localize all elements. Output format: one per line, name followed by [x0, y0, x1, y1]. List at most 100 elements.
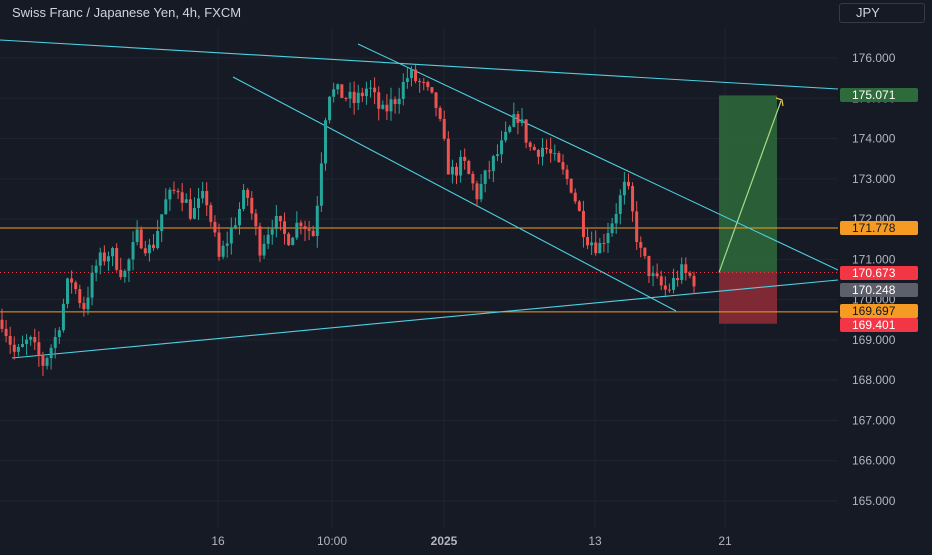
x-tick-label: 21 — [718, 534, 732, 548]
candle-body — [147, 244, 151, 254]
candle-body — [237, 208, 241, 226]
candle-body — [360, 92, 364, 97]
candle-body — [385, 104, 389, 112]
candle-body — [242, 189, 246, 209]
candle-body — [508, 126, 512, 132]
candle-body — [323, 120, 327, 164]
upper-level-price-tag — [840, 221, 918, 235]
candle-body — [152, 244, 156, 249]
candle-body — [455, 166, 459, 176]
x-tick-label: 10:00 — [317, 534, 347, 548]
candle-body — [446, 138, 450, 175]
candle-body — [475, 183, 479, 200]
candle-body — [635, 211, 639, 243]
candle-body — [102, 252, 106, 262]
candle-body — [344, 97, 348, 99]
stop-price-label: 169.401 — [852, 318, 896, 332]
candle-body — [221, 245, 225, 257]
candle-body — [659, 276, 663, 286]
candle-body — [270, 229, 274, 235]
candle-body — [295, 222, 299, 238]
candle-body — [315, 205, 319, 237]
candle-body — [516, 114, 520, 123]
candle-body — [41, 355, 45, 366]
candle-body — [438, 107, 442, 119]
grid — [0, 28, 838, 528]
candle-body — [643, 247, 647, 257]
channel-upper-trendline — [357, 43, 839, 271]
stop-price-tag — [840, 318, 918, 332]
candle-body — [569, 178, 573, 193]
candle-body — [622, 181, 626, 196]
candle-body — [168, 189, 172, 200]
candle-body — [25, 339, 29, 345]
candle-body — [590, 242, 594, 246]
current-price-price-tag — [840, 266, 918, 280]
candle-body — [663, 285, 667, 290]
candle-body — [160, 214, 164, 232]
candle-body — [37, 342, 41, 356]
candle-body — [131, 242, 135, 260]
candle-body — [90, 272, 94, 298]
y-tick-label: 166.000 — [852, 454, 896, 468]
candle-body — [78, 289, 82, 304]
candle-body — [618, 195, 622, 214]
candle-body — [192, 207, 196, 219]
y-tick-label: 171.000 — [852, 252, 896, 266]
candle-body — [201, 190, 205, 199]
currency-button[interactable]: JPY — [839, 3, 925, 23]
candle-body — [422, 81, 426, 83]
candle-body — [504, 131, 508, 141]
candle-body — [274, 215, 278, 230]
candle-body — [119, 269, 123, 278]
candle-body — [332, 89, 336, 97]
candle-body — [98, 252, 102, 266]
last-close-price-label: 170.248 — [852, 283, 896, 297]
candle-body — [172, 189, 176, 191]
position-zones — [718, 95, 784, 324]
horizontal-levels — [0, 227, 838, 313]
candle-body — [164, 199, 168, 215]
candle-body — [483, 170, 487, 184]
candle-body — [53, 337, 57, 348]
candle-body — [397, 98, 401, 105]
projection-arrow-head — [775, 97, 784, 107]
candle-body — [328, 96, 332, 121]
candle-body — [287, 233, 291, 246]
candle-body — [139, 229, 143, 249]
candle-body — [495, 154, 499, 157]
x-tick-label: 2025 — [431, 534, 458, 548]
candle-body — [545, 147, 549, 150]
candle-body — [549, 149, 553, 154]
candle-body — [434, 92, 438, 108]
upper-long-trendline — [0, 39, 839, 90]
candle-body — [463, 156, 467, 161]
candle-body — [471, 173, 475, 184]
candle-body — [352, 91, 356, 104]
candle-body — [602, 243, 606, 245]
candle-body — [586, 237, 590, 246]
candle-body — [672, 278, 676, 290]
last-close-price-tag — [840, 283, 918, 297]
candle-body — [16, 346, 20, 352]
candle-body — [250, 197, 254, 214]
candle-body — [381, 104, 385, 109]
trendlines — [0, 39, 839, 359]
candle-body — [393, 99, 397, 105]
candle-body — [115, 248, 119, 270]
candle-body — [106, 256, 110, 262]
candle-body — [377, 92, 381, 109]
candle-body — [524, 119, 528, 143]
x-tick-label: 13 — [588, 534, 602, 548]
rising-support-trendline — [11, 279, 839, 359]
y-tick-label: 173.000 — [852, 172, 896, 186]
candle-body — [49, 347, 53, 359]
candle-body — [213, 221, 217, 233]
candle-body — [262, 243, 266, 256]
current-price-price-label: 170.673 — [852, 266, 896, 280]
candle-body — [176, 190, 180, 193]
candle-body — [426, 82, 430, 88]
candle-body — [614, 213, 618, 224]
